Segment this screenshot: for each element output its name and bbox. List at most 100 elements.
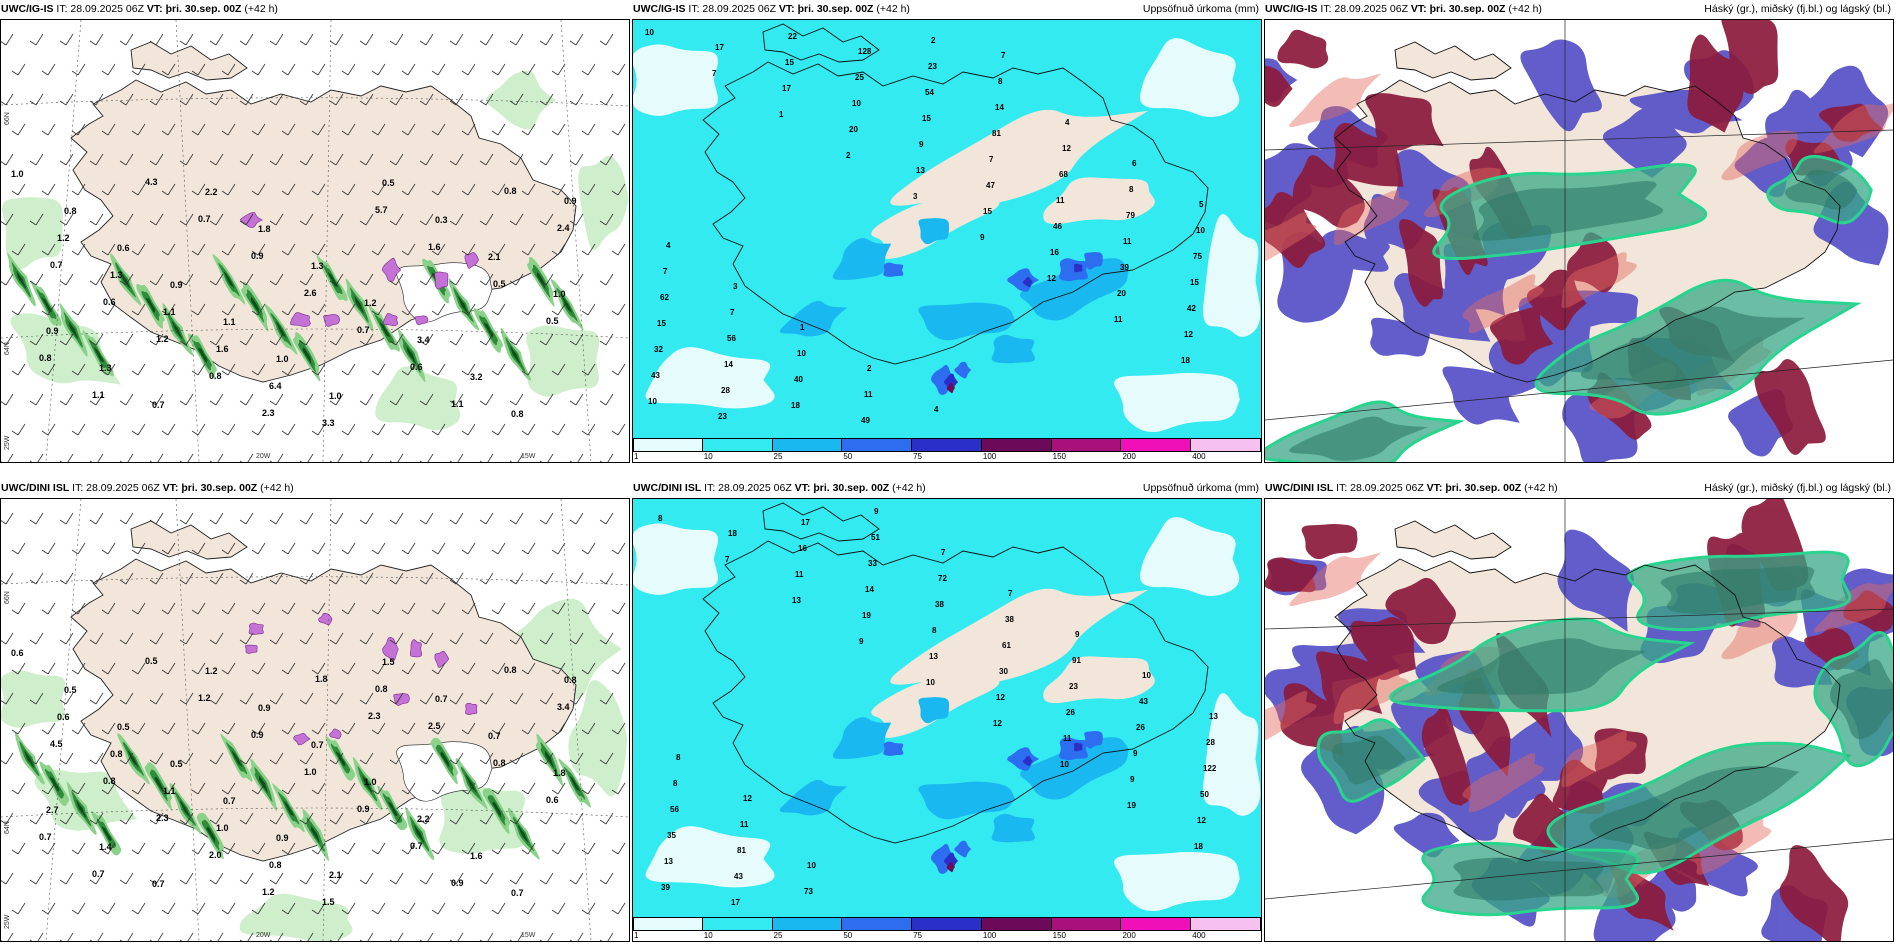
colorbar-segment bbox=[1121, 438, 1192, 452]
precip-value-label: 12 bbox=[1197, 816, 1206, 825]
colorbar-segment bbox=[981, 917, 1052, 931]
colorbar-tick-label: 10 bbox=[703, 452, 713, 461]
value-label: 2.6 bbox=[304, 288, 317, 298]
colorbar-segment bbox=[702, 438, 773, 452]
value-label: 0.6 bbox=[103, 297, 116, 307]
heavy-precip bbox=[883, 251, 1103, 395]
map-canvas bbox=[1, 499, 629, 941]
value-label: 1.0 bbox=[11, 169, 24, 179]
value-label: 1.2 bbox=[262, 887, 275, 897]
value-label: 4.3 bbox=[145, 177, 158, 187]
precip-value-label: 16 bbox=[1050, 248, 1059, 257]
precip-value-label: 15 bbox=[785, 58, 794, 67]
graticule bbox=[1265, 20, 1893, 462]
value-label: 2.3 bbox=[368, 711, 381, 721]
precip-value-label: 6 bbox=[1132, 159, 1137, 168]
precip-value-label: 10 bbox=[1142, 671, 1151, 680]
colorbar-segment bbox=[772, 438, 843, 452]
colorbar-tick-label: 100 bbox=[982, 452, 997, 461]
wind-map: 0.6 0.5 0.5 0.5 0.7 0.9 2.1 1.5 0.7 0.7 1.8 2.7 1.4 0… bbox=[0, 498, 630, 942]
precip-value-label: 68 bbox=[1059, 170, 1068, 179]
axis-label: 20W bbox=[256, 932, 271, 939]
precip-value-label: 1 bbox=[800, 323, 805, 332]
wind-map: 1.0 0.8 0.6 0.9 1.1 1.0 1.0 0.5 0.3 2.1 1.0 0.9 1.3 0… bbox=[0, 19, 630, 463]
precip-value-label: 7 bbox=[712, 69, 717, 78]
panel-field-title: Uppsöfnuð úrkoma (mm) bbox=[1142, 3, 1259, 15]
value-label: 2.7 bbox=[46, 805, 59, 815]
precip-value-label: 46 bbox=[1053, 222, 1062, 231]
colorbar-tick-label: 400 bbox=[1192, 452, 1206, 461]
precip-value-label: 10 bbox=[852, 99, 861, 108]
valid-time: VT: þri. 30.sep. 00Z bbox=[778, 3, 874, 15]
colorbar-tick-label: 150 bbox=[1052, 452, 1067, 461]
value-label: 1.2 bbox=[205, 666, 218, 676]
colorbar-tick-label: 25 bbox=[773, 452, 783, 461]
value-label: 2.2 bbox=[205, 187, 218, 197]
precip-value-label: 79 bbox=[1126, 211, 1135, 220]
panel-cloud-igis: UWC/IG-IS IT: 28.09.2025 06Z VT: þri. 30… bbox=[1264, 0, 1894, 463]
precip-value-label: 2 bbox=[846, 151, 851, 160]
precip-value-label: 91 bbox=[1072, 656, 1081, 665]
value-label: 1.8 bbox=[553, 768, 566, 778]
value-label: 2.3 bbox=[262, 408, 275, 418]
wind-barbs bbox=[1, 512, 626, 941]
colorbar-tick-label: 150 bbox=[1052, 931, 1067, 940]
value-label: 3.4 bbox=[557, 702, 570, 712]
colorbar-tick-label: 100 bbox=[982, 931, 997, 940]
axis-label: 25W bbox=[4, 435, 11, 450]
coastline bbox=[702, 23, 1209, 365]
precip-map: 1 10 25 50 75 100 150 200 400 8 7 13 9 10 12 10 19 18 39 18… bbox=[632, 498, 1262, 942]
value-label: 1.2 bbox=[364, 298, 377, 308]
precip-value-label: 50 bbox=[1200, 790, 1209, 799]
value-label: 1.0 bbox=[276, 354, 289, 364]
panel-header: UWC/IG-IS IT: 28.09.2025 06Z VT: þri. 30… bbox=[632, 0, 1262, 19]
value-label: 0.7 bbox=[511, 888, 524, 898]
value-label: 0.8 bbox=[564, 675, 577, 685]
colorbar-segment bbox=[702, 917, 773, 931]
value-label: 0.5 bbox=[170, 759, 183, 769]
precip-value-label: 73 bbox=[804, 887, 813, 896]
colorbar-segment bbox=[842, 438, 913, 452]
value-label: 2.0 bbox=[209, 850, 222, 860]
precip-value-label: 20 bbox=[1117, 289, 1126, 298]
value-label: 1.3 bbox=[311, 261, 324, 271]
precip-value-label: 15 bbox=[983, 207, 992, 216]
colorbar-segment bbox=[981, 438, 1052, 452]
axis-label: 15W bbox=[521, 932, 536, 939]
precip-value-label: 8 bbox=[673, 779, 678, 788]
precip-value-label: 11 bbox=[1123, 237, 1132, 246]
colorbar-segment bbox=[1191, 917, 1261, 931]
value-label: 0.7 bbox=[92, 869, 105, 879]
precip-value-label: 72 bbox=[938, 574, 947, 583]
panel-precip-igis: UWC/IG-IS IT: 28.09.2025 06Z VT: þri. 30… bbox=[632, 0, 1262, 463]
precip-value-label: 61 bbox=[1002, 641, 1011, 650]
lead-time: (+42 h) bbox=[889, 482, 926, 494]
cloud-map bbox=[1264, 19, 1894, 463]
value-label: 1.8 bbox=[258, 224, 271, 234]
value-label: 0.7 bbox=[410, 841, 423, 851]
precip-value-label: 17 bbox=[715, 43, 724, 52]
precip-value-label: 3 bbox=[733, 282, 738, 291]
model-name: UWC/IG-IS bbox=[633, 3, 686, 15]
precip-value-label: 49 bbox=[861, 416, 870, 425]
precip-value-label: 7 bbox=[663, 267, 668, 276]
precip-value-label: 12 bbox=[1062, 144, 1071, 153]
precip-value-label: 13 bbox=[929, 652, 938, 661]
value-label: 0.8 bbox=[504, 186, 517, 196]
precip-value-label: 8 bbox=[676, 753, 681, 762]
value-label: 0.8 bbox=[110, 749, 123, 759]
axis-label: 20W bbox=[256, 453, 271, 460]
map-canvas bbox=[633, 20, 1261, 438]
colorbar-segment bbox=[772, 917, 843, 931]
colorbar-tick-label: 1 bbox=[634, 452, 639, 461]
value-label: 0.8 bbox=[504, 665, 517, 675]
precip-value-label: 51 bbox=[871, 533, 880, 542]
lead-time: (+42 h) bbox=[873, 3, 910, 15]
valid-time: VT: þri. 30.sep. 00Z bbox=[794, 482, 890, 494]
value-label: 0.9 bbox=[357, 804, 370, 814]
precip-value-label: 14 bbox=[995, 103, 1004, 112]
precip-value-label: 25 bbox=[855, 73, 864, 82]
init-time: IT: 28.09.2025 06Z bbox=[1333, 482, 1427, 494]
value-label: 0.9 bbox=[451, 878, 464, 888]
precip-value-label: 10 bbox=[797, 349, 806, 358]
